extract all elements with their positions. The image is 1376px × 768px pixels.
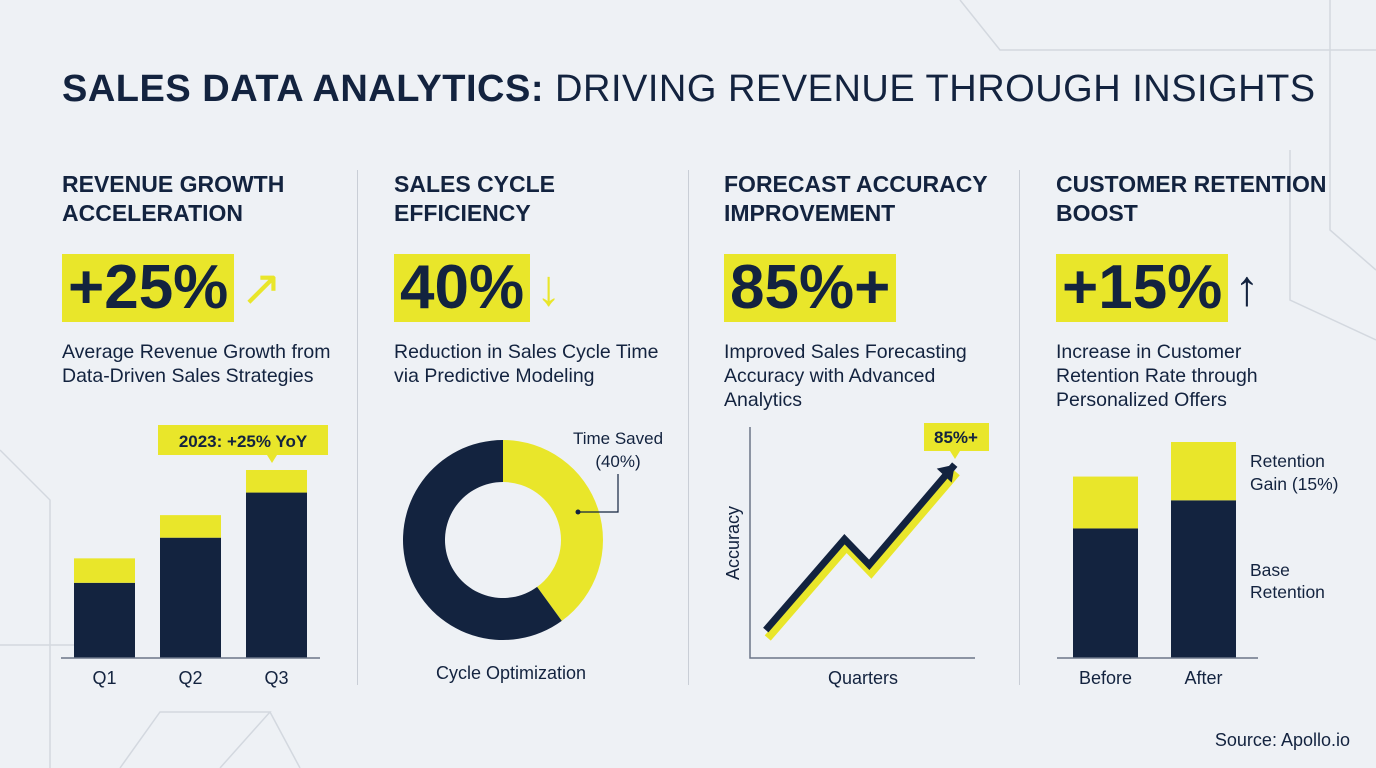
stat-value: 40% [394, 254, 531, 322]
legend-label: Retention [1250, 451, 1325, 471]
revenue-growth-column: Revenue Growth Acceleration +25% ↗ Averag… [62, 170, 362, 388]
category-label: Q3 [264, 668, 288, 688]
accuracy-line [763, 462, 958, 633]
sales-cycle-column: Sales Cycle Efficiency 40% ↓ Reduction in… [394, 170, 694, 388]
arrow-up-icon: ↑ [1234, 260, 1260, 316]
divider [357, 170, 358, 685]
bar-segment-before [1073, 528, 1138, 658]
legend-label: Base [1250, 560, 1290, 580]
bar-segment-q3 [246, 492, 307, 658]
page-title: SALES DATA ANALYTICS: DRIVING REVENUE TH… [62, 68, 1316, 110]
column-heading: Sales Cycle Efficiency [394, 171, 556, 226]
stat-value: +15% [1056, 254, 1229, 322]
axes [749, 427, 975, 659]
divider [1019, 170, 1020, 685]
leader-dot [575, 509, 581, 515]
stat-description: Average Revenue Growth from Data-Driven … [62, 341, 331, 387]
x-axis-label: Quarters [828, 668, 898, 688]
legend-label: Retention [1250, 582, 1325, 602]
forecast-accuracy-column: Forecast Accuracy Improvement 85%+ Impro… [724, 170, 1024, 412]
stat-description: Reduction in Sales Cycle Time via Predic… [394, 341, 659, 387]
annotation-label: 2023: +25% YoY [179, 432, 308, 451]
bar-segment-q1 [74, 582, 135, 658]
stat-description: Improved Sales Forecasting Accuracy with… [724, 341, 967, 411]
customer-retention-column: Customer Retention Boost +15% ↑ Increase … [1056, 170, 1356, 412]
stat-description: Increase in Customer Retention Rate thro… [1056, 341, 1258, 411]
annotation-callout: 85%+ [924, 423, 989, 459]
arrow-up-right-icon: ↗ [240, 260, 283, 316]
bar-segment-q3 [246, 470, 307, 493]
slice-label: Time Saved [573, 429, 663, 448]
bar-segment-q2 [160, 537, 221, 658]
annotation-label: 85%+ [934, 428, 978, 447]
bar-segment-q1 [74, 558, 135, 583]
bar-segment-after [1171, 500, 1236, 658]
donut-slice [402, 440, 562, 640]
bar-segment-after [1171, 442, 1236, 501]
category-label: Q2 [178, 668, 202, 688]
cycle-donut-chart [402, 440, 603, 640]
source-credit: Source: Apollo.io [1214, 730, 1350, 750]
donut-slice [503, 440, 603, 621]
annotation-callout: 2023: +25% YoY [158, 425, 328, 463]
bar-segment-before [1073, 476, 1138, 529]
stat-value: +25% [62, 254, 235, 322]
line-shadow [764, 470, 960, 641]
retention-bar-chart: Before After [1073, 442, 1236, 688]
stat-value: 85%+ [724, 254, 897, 322]
y-axis-label: Accuracy [723, 506, 743, 580]
column-heading: Forecast Accuracy Improvement [724, 171, 988, 226]
arrowhead [936, 464, 955, 483]
leader-line [578, 474, 619, 513]
accuracy-line-chart [763, 462, 960, 641]
donut-caption: Cycle Optimization [436, 663, 586, 683]
column-heading: Revenue Growth Acceleration [62, 171, 285, 226]
revenue-bar-chart: Q1 Q2 Q3 [74, 470, 307, 688]
arrow-down-icon: ↓ [536, 260, 562, 316]
bar-segment-q2 [160, 515, 221, 538]
category-label: Q1 [92, 668, 116, 688]
category-label: Before [1079, 668, 1132, 688]
divider [688, 170, 689, 685]
category-label: After [1184, 668, 1222, 688]
column-heading: Customer Retention Boost [1056, 171, 1327, 226]
legend-label: Gain (15%) [1250, 474, 1339, 494]
slice-label: (40%) [595, 452, 640, 471]
